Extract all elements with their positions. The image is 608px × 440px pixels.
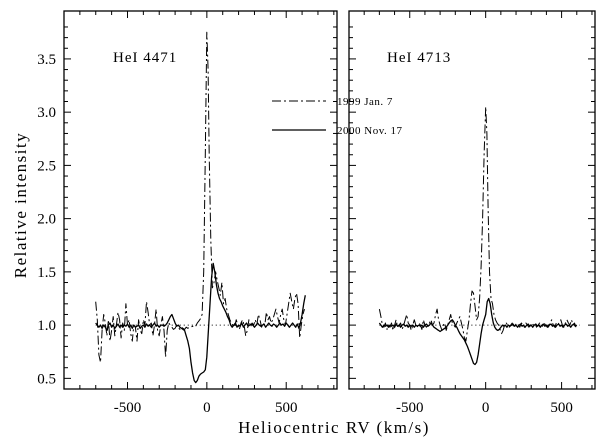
legend-label-1999: 1999 Jan. 7 <box>337 96 393 108</box>
legend: 1999 Jan. 7 2000 Nov. 17 <box>272 96 402 137</box>
panel-frame <box>348 10 596 390</box>
y-axis-title: Relative intensity <box>11 132 30 278</box>
x-axis-title: Heliocentric RV (km/s) <box>238 418 430 437</box>
series-line-1999-jan-7 <box>378 106 577 342</box>
series-line-2000-nov-17 <box>378 297 578 366</box>
y-tick-label: 2.5 <box>37 158 56 174</box>
x-tick-label: -500 <box>114 400 142 416</box>
y-tick-label: 3.0 <box>37 105 56 121</box>
tick-layer: -500 0 500 <box>64 11 337 416</box>
x-tick-label: 0 <box>203 400 211 416</box>
series-line-1999-jan-7 <box>95 31 305 363</box>
y-tick-label: 0.5 <box>37 371 56 387</box>
panel-hei-4471: HeI 4471 -500 0 500 <box>63 10 338 416</box>
y-tick-label: 2.0 <box>37 212 56 228</box>
y-tick-label: 1.5 <box>37 265 56 281</box>
tick-layer: -500 0 500 <box>349 11 595 416</box>
y-tick-label: 3.5 <box>37 52 56 68</box>
series-layer <box>378 106 580 366</box>
y-tick-label: 1.0 <box>37 318 56 334</box>
x-tick-label: 500 <box>275 400 298 416</box>
panel-hei-4713: HeI 4713 -500 0 500 <box>348 10 596 416</box>
legend-label-2000: 2000 Nov. 17 <box>337 125 402 137</box>
panel-title: HeI 4713 <box>387 50 451 66</box>
x-tick-label: -500 <box>396 400 424 416</box>
x-tick-label: 500 <box>550 400 573 416</box>
y-tick-labels: 0.5 1.0 1.5 2.0 2.5 3.0 3.5 <box>37 52 56 387</box>
series-layer <box>95 31 306 384</box>
panel-title: HeI 4471 <box>113 50 177 66</box>
series-line-2000-nov-17 <box>95 262 306 384</box>
x-tick-label: 0 <box>482 400 490 416</box>
panel-frame <box>63 10 338 390</box>
